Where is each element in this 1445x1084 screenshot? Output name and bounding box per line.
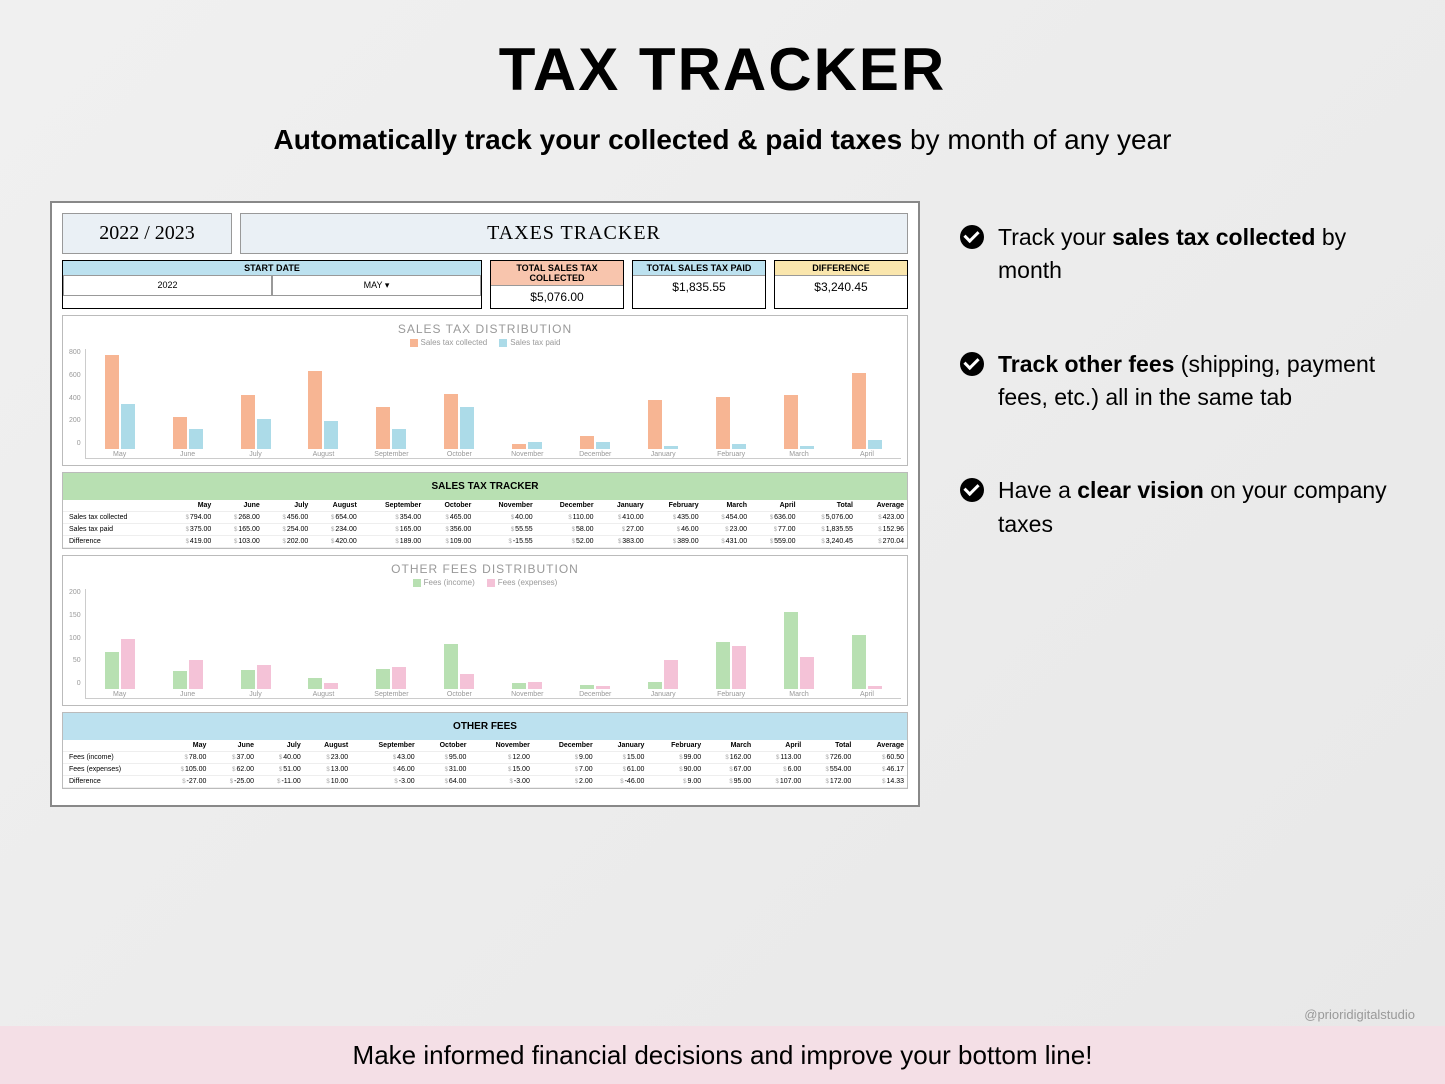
bar-series1 [376,669,390,689]
bar-series2 [596,442,610,449]
month-group: September [357,594,425,698]
chart-title: SALES TAX DISTRIBUTION [69,322,901,336]
bar-series1 [580,436,594,449]
sales-tax-chart: SALES TAX DISTRIBUTION Sales tax collect… [62,315,908,466]
bar-series2 [257,419,271,449]
bar-series2 [392,429,406,449]
month-group: June [154,354,222,458]
bar-series1 [444,644,458,689]
bar-series2 [392,667,406,689]
bar-series1 [716,642,730,689]
bar-series1 [648,682,662,689]
month-group: July [222,354,290,458]
month-group: November [493,594,561,698]
bar-series1 [376,407,390,449]
month-group: December [561,594,629,698]
bar-series1 [784,612,798,689]
month-group: August [290,354,358,458]
bar-series2 [868,440,882,449]
start-year[interactable]: 2022 [63,275,272,296]
data-table: MayJuneJulyAugustSeptemberOctoberNovembe… [63,500,907,548]
bar-series2 [528,442,542,449]
month-group: January [629,354,697,458]
month-group: August [290,594,358,698]
bar-series2 [800,657,814,689]
month-group: October [425,594,493,698]
check-icon [960,352,984,376]
month-group: April [833,594,901,698]
bar-series1 [852,635,866,689]
bullet-item: Track other fees (shipping, payment fees… [960,348,1395,415]
month-group: February [697,594,765,698]
bar-series2 [121,639,135,689]
kpi-box: TOTAL SALES TAX COLLECTED$5,076.00 [490,260,624,309]
tracker-title: SALES TAX TRACKER [63,473,907,500]
bar-series1 [241,670,255,689]
check-icon [960,225,984,249]
page-subtitle: Automatically track your collected & pai… [0,104,1445,156]
month-group: March [765,354,833,458]
bar-series2 [324,421,338,449]
bar-series1 [105,652,119,689]
footer-banner: Make informed financial decisions and im… [0,1026,1445,1084]
bar-series2 [460,407,474,449]
month-group: March [765,594,833,698]
bar-series1 [241,395,255,449]
year-label: 2022 / 2023 [62,213,232,254]
bullet-item: Track your sales tax collected by month [960,221,1395,288]
bar-series1 [852,373,866,449]
bar-series2 [189,429,203,449]
bar-series1 [173,417,187,449]
month-group: February [697,354,765,458]
bar-series1 [308,371,322,449]
tracker-title: OTHER FEES [63,713,907,740]
other-fees-tracker: OTHER FEESMayJuneJulyAugustSeptemberOcto… [62,712,908,789]
chart-legend: Fees (income)Fees (expenses) [69,576,901,589]
kpi-box: DIFFERENCE$3,240.45 [774,260,908,309]
bar-series1 [444,394,458,449]
bar-series1 [716,397,730,449]
attribution: @prioridigitalstudio [1304,1007,1415,1022]
bar-series1 [173,671,187,689]
bar-series2 [664,660,678,689]
bar-series2 [528,682,542,689]
sheet-title: TAXES TRACKER [240,213,908,254]
bar-series2 [732,646,746,689]
spreadsheet-preview: 2022 / 2023 TAXES TRACKER START DATE 202… [50,201,920,807]
month-group: January [629,594,697,698]
data-table: MayJuneJulyAugustSeptemberOctoberNovembe… [63,740,907,788]
check-icon [960,478,984,502]
bar-series2 [121,404,135,449]
month-group: December [561,354,629,458]
bullet-item: Have a clear vision on your company taxe… [960,474,1395,541]
month-group: May [86,594,154,698]
kpi-box: TOTAL SALES TAX PAID$1,835.55 [632,260,766,309]
bar-series2 [460,674,474,689]
bar-series1 [784,395,798,449]
feature-bullets: Track your sales tax collected by month T… [960,201,1395,807]
start-month-dropdown[interactable]: MAY ▾ [272,275,481,296]
month-group: May [86,354,154,458]
page-title: TAX TRACKER [0,0,1445,104]
start-date-box: START DATE 2022 MAY ▾ [62,260,482,309]
month-group: November [493,354,561,458]
bar-series1 [105,355,119,449]
chart-legend: Sales tax collectedSales tax paid [69,336,901,349]
month-group: October [425,354,493,458]
month-group: September [357,354,425,458]
month-group: June [154,594,222,698]
other-fees-chart: OTHER FEES DISTRIBUTION Fees (income)Fee… [62,555,908,706]
bar-series1 [308,678,322,689]
chart-title: OTHER FEES DISTRIBUTION [69,562,901,576]
month-group: July [222,594,290,698]
bar-series1 [648,400,662,449]
sales-tax-tracker: SALES TAX TRACKERMayJuneJulyAugustSeptem… [62,472,908,549]
bar-series2 [257,665,271,689]
month-group: April [833,354,901,458]
bar-series2 [189,660,203,689]
